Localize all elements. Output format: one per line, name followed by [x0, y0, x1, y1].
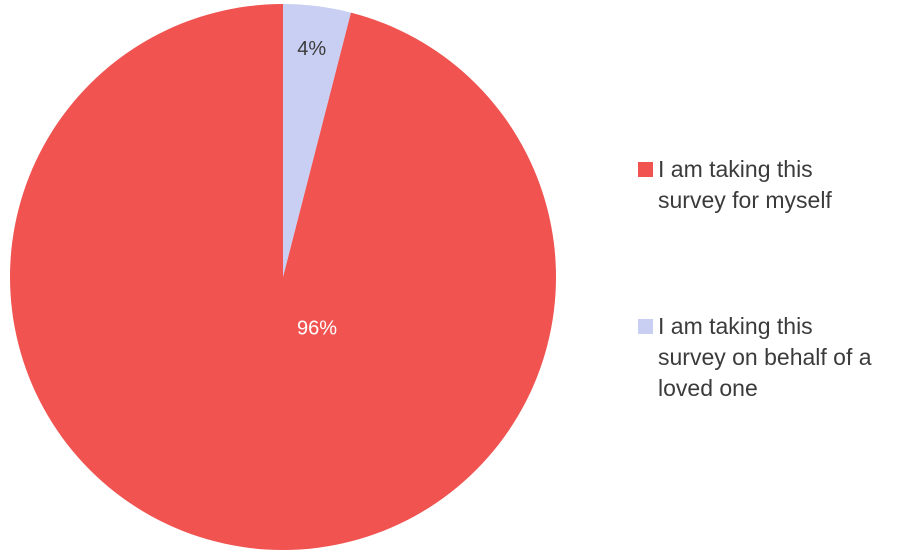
- legend-label-2-line-3: loved one: [658, 375, 758, 401]
- pie-slice-labels: 96% 4%: [297, 38, 337, 340]
- legend-label-1-line-1: I am taking this: [658, 156, 813, 182]
- legend-item-2: I am taking this survey on behalf of a lov…: [638, 313, 872, 401]
- legend-item-1: I am taking this survey for myself: [638, 156, 832, 213]
- pie-slice-2: [283, 4, 351, 277]
- pie-slice-label-1: 96%: [297, 317, 337, 339]
- pie-slices: [9, 4, 556, 550]
- legend-label-1-line-2: survey for myself: [658, 187, 832, 213]
- legend-label-2-line-2: survey on behalf of a: [658, 344, 872, 370]
- pie-slice-1: [9, 4, 556, 550]
- pie-slice-label-2: 4%: [297, 38, 326, 60]
- legend-swatch-1: [638, 162, 653, 177]
- legend-label-2-line-1: I am taking this: [658, 313, 813, 339]
- legend-swatch-2: [638, 319, 653, 334]
